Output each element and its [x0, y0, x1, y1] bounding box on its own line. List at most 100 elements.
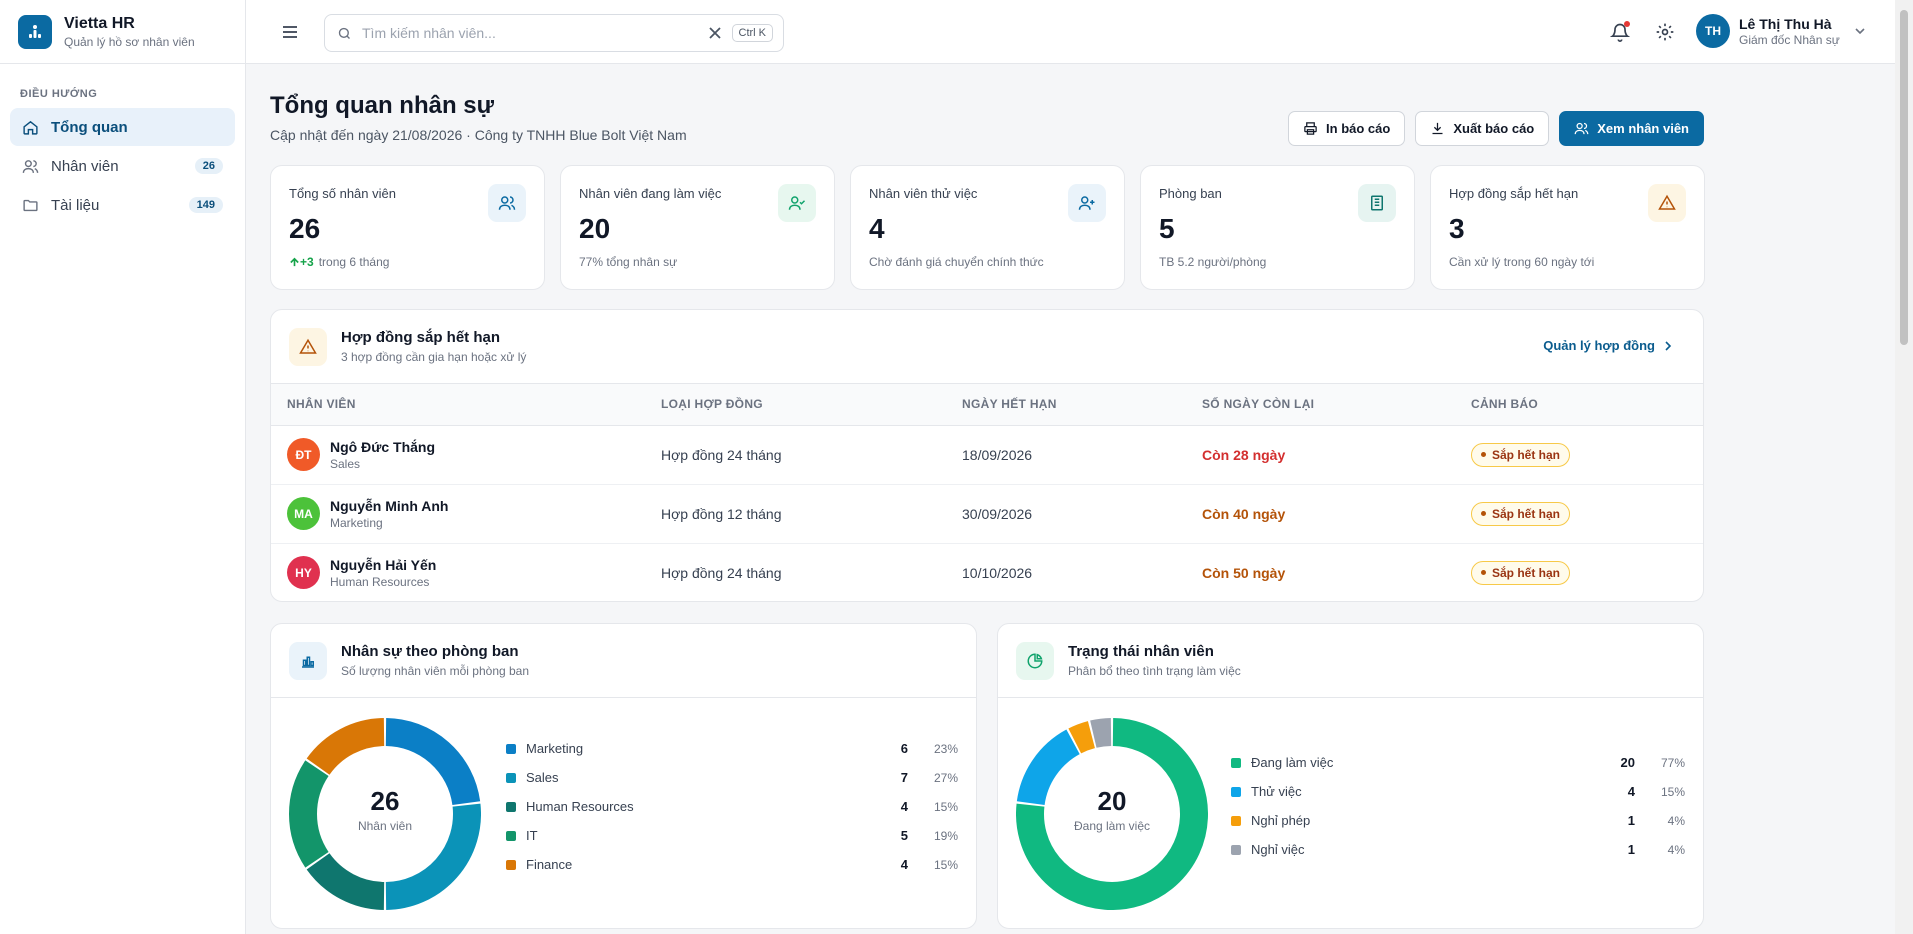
sidebar-item-employees[interactable]: Nhân viên 26	[10, 147, 235, 185]
legend-percent: 4%	[1667, 813, 1685, 828]
legend-item[interactable]: Finance 4 15%	[506, 850, 958, 879]
stat-value: 5	[1159, 213, 1175, 244]
scrollbar[interactable]	[1895, 0, 1913, 934]
legend-item[interactable]: Nghỉ việc 1 4%	[1231, 835, 1685, 864]
legend-value: 4	[1627, 784, 1635, 799]
stat-label: Tổng số nhân viên	[289, 186, 396, 201]
column-header[interactable]: SỐ NGÀY CÒN LẠI	[1186, 384, 1455, 426]
user-plus-icon	[1068, 184, 1106, 222]
settings-button[interactable]	[1655, 22, 1675, 42]
employee-cell: MA Nguyễn Minh Anh Marketing	[287, 497, 645, 530]
legend-item[interactable]: Nghỉ phép 1 4%	[1231, 806, 1685, 835]
legend-swatch	[506, 801, 516, 812]
menu-toggle-button[interactable]	[280, 22, 300, 42]
table-row[interactable]: MA Nguyễn Minh Anh Marketing Hợp đồng 12…	[271, 484, 1703, 544]
panel-header: Trạng thái nhân viên Phân bổ theo tình t…	[998, 624, 1703, 698]
stat-cards: Tổng số nhân viên 26 +3 trong 6 tháng Nh…	[270, 165, 1705, 290]
departments-panel: Nhân sự theo phòng ban Số lượng nhân viê…	[270, 623, 977, 929]
status-badge: Sắp hết hạn	[1471, 560, 1571, 585]
donut-center-label: Nhân viên	[357, 819, 413, 833]
employee-dept: Sales	[330, 456, 361, 471]
donut-slice-1[interactable]	[1016, 729, 1081, 806]
legend-value: 7	[900, 770, 908, 785]
page-actions: In báo cáo Xuất báo cáo Xem nhân viên	[1288, 111, 1704, 146]
legend-swatch	[506, 859, 516, 870]
donut-slice-3[interactable]	[289, 760, 329, 868]
employee-name: Ngô Đức Thắng	[330, 438, 436, 455]
donut-slice-3[interactable]	[1090, 718, 1112, 748]
stat-foot-text: 77% tổng nhân sự	[579, 255, 678, 269]
search-input[interactable]	[362, 25, 708, 41]
manage-contracts-link[interactable]: Quản lý hợp đồng	[1543, 338, 1673, 353]
stat-card-departments[interactable]: Phòng ban 5 TB 5.2 người/phòng	[1140, 165, 1415, 290]
legend-swatch	[1231, 815, 1241, 826]
donut-center-value: 20	[1097, 786, 1127, 816]
column-header[interactable]: LOẠI HỢP ĐỒNG	[645, 384, 946, 426]
notification-button[interactable]	[1609, 21, 1631, 42]
print-report-button[interactable]: In báo cáo	[1288, 111, 1406, 146]
user-role: Giám đốc Nhân sự	[1739, 32, 1840, 47]
expiry-date: 10/10/2026	[962, 564, 1033, 581]
panel-subtitle: Phân bổ theo tình trạng làm việc	[1068, 664, 1241, 678]
sidebar-item-documents[interactable]: Tài liệu 149	[10, 186, 235, 224]
user-menu[interactable]: TH Lê Thị Thu Hà Giám đốc Nhân sự	[1696, 14, 1866, 48]
stat-card-active[interactable]: Nhân viên đang làm việc 20 77% tổng nhân…	[560, 165, 835, 290]
employee-cell: HY Nguyễn Hải Yến Human Resources	[287, 556, 645, 590]
employee-dept: Marketing	[330, 515, 383, 530]
chevron-down-icon	[1855, 28, 1865, 35]
print-report-label: In báo cáo	[1326, 121, 1391, 136]
stat-card-expiring[interactable]: Hợp đồng sắp hết hạn 3 Cần xử lý trong 6…	[1430, 165, 1705, 290]
legend-label: Nghỉ việc	[1251, 842, 1305, 857]
sidebar-item-overview[interactable]: Tổng quan	[10, 108, 235, 146]
user-name: Lê Thị Thu Hà	[1739, 15, 1832, 32]
legend-value: 6	[900, 741, 908, 756]
view-employees-button[interactable]: Xem nhân viên	[1559, 111, 1704, 146]
export-report-button[interactable]: Xuất báo cáo	[1415, 111, 1550, 146]
avatar: ĐT	[287, 438, 320, 471]
page-title: Tổng quan nhân sự	[270, 92, 495, 119]
donut-slice-0[interactable]	[385, 718, 481, 806]
legend-item[interactable]: Sales 7 27%	[506, 763, 958, 792]
column-header[interactable]: NGÀY HẾT HẠN	[946, 384, 1186, 426]
building-icon	[1358, 184, 1396, 222]
gear-icon	[1656, 23, 1674, 41]
donut-slice-2[interactable]	[306, 852, 385, 910]
legend-item[interactable]: Đang làm việc 20 77%	[1231, 748, 1685, 777]
donut-slice-0[interactable]	[1016, 718, 1208, 910]
table-header-row: NHÂN VIÊN LOẠI HỢP ĐỒNG NGÀY HẾT HẠN SỐ …	[271, 384, 1703, 426]
table-row[interactable]: ĐT Ngô Đức Thắng Sales Hợp đồng 24 tháng…	[271, 425, 1703, 485]
donut-slice-1[interactable]	[385, 803, 481, 910]
clear-icon[interactable]	[708, 26, 722, 40]
legend-item[interactable]: Human Resources 4 15%	[506, 792, 958, 821]
legend-label: Thử việc	[1251, 784, 1302, 799]
stat-card-total[interactable]: Tổng số nhân viên 26 +3 trong 6 tháng	[270, 165, 545, 290]
brand[interactable]: Vietta HR Quản lý hồ sơ nhân viên	[0, 0, 245, 64]
legend-item[interactable]: IT 5 19%	[506, 821, 958, 850]
donut-slice-4[interactable]	[306, 718, 385, 776]
legend-item[interactable]: Marketing 6 23%	[506, 734, 958, 763]
status-legend: Đang làm việc 20 77% Thử việc 4 15% Nghỉ phép 1…	[1231, 748, 1685, 864]
donut-center: 26 Nhân viên	[289, 786, 481, 833]
donut-slice-2[interactable]	[1068, 721, 1096, 754]
bell-icon	[1609, 23, 1631, 42]
stat-label: Phòng ban	[1159, 186, 1222, 201]
legend-swatch	[506, 743, 516, 754]
legend-label: IT	[526, 828, 538, 843]
panel-subtitle: 3 hợp đồng cần gia hạn hoặc xử lý	[341, 350, 527, 364]
sidebar: Vietta HR Quản lý hồ sơ nhân viên ĐIỀU H…	[0, 0, 246, 934]
legend-swatch	[506, 772, 516, 783]
scrollbar-thumb[interactable]	[1900, 10, 1908, 345]
legend-item[interactable]: Thử việc 4 15%	[1231, 777, 1685, 806]
legend-percent: 19%	[933, 828, 958, 843]
stat-foot-text: TB 5.2 người/phòng	[1159, 255, 1267, 269]
contract-type: Hợp đồng 24 tháng	[645, 425, 946, 485]
panel-title: Hợp đồng sắp hết hạn	[341, 329, 500, 346]
days-remaining: Còn 50 ngày	[1202, 564, 1286, 581]
stat-card-probation[interactable]: Nhân viên thử việc 4 Chờ đánh giá chuyển…	[850, 165, 1125, 290]
legend-value: 1	[1627, 813, 1635, 828]
pie-chart-icon	[1016, 641, 1054, 680]
legend-label: Đang làm việc	[1251, 755, 1334, 770]
table-row[interactable]: HY Nguyễn Hải Yến Human Resources Hợp đồ…	[271, 543, 1703, 601]
column-header[interactable]: CẢNH BÁO	[1455, 384, 1703, 426]
column-header[interactable]: NHÂN VIÊN	[271, 384, 645, 426]
